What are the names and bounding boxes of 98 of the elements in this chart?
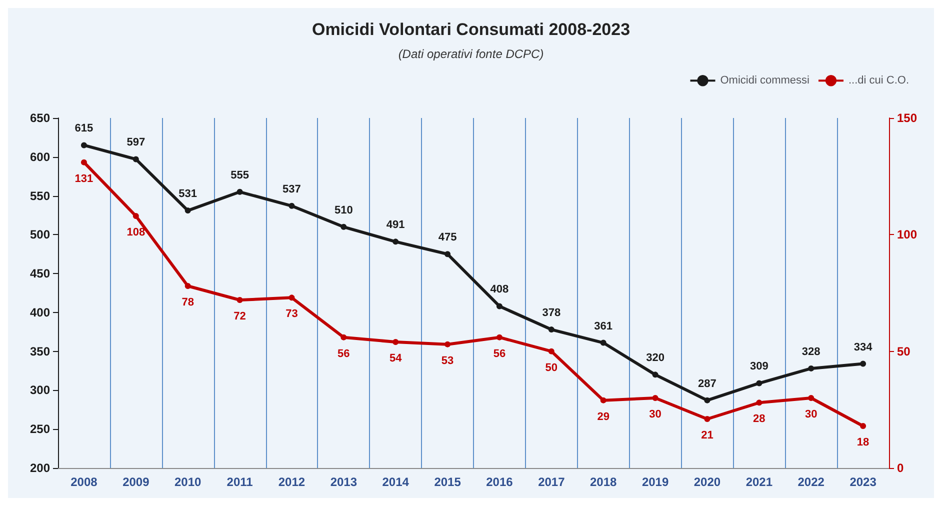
- data-label: 21: [701, 430, 714, 442]
- point: [496, 303, 502, 310]
- point: [652, 372, 658, 378]
- y-tick-label: 200: [30, 461, 50, 475]
- data-label: 29: [597, 410, 610, 423]
- data-label: 30: [649, 408, 662, 420]
- data-label: 72: [234, 310, 246, 322]
- point: [288, 294, 295, 301]
- y2-tick-label: 0: [897, 461, 904, 475]
- point: [184, 208, 191, 214]
- x-tick-label: 2010: [174, 475, 202, 489]
- chart-subtitle: (Dati operativi fonte DCPC): [398, 47, 544, 61]
- data-label: 30: [804, 408, 818, 420]
- point: [756, 380, 762, 386]
- data-label: 54: [389, 352, 403, 364]
- point: [132, 213, 139, 219]
- legend-label: Omicidi commessi: [720, 74, 810, 87]
- point: [184, 283, 191, 289]
- y-tick-label: 600: [30, 150, 50, 164]
- x-tick-label: 2021: [746, 475, 773, 489]
- legend-label: ...di cui C.O.: [848, 74, 910, 87]
- y2-tick-label: 50: [897, 344, 911, 358]
- y-tick-label: 300: [30, 383, 50, 398]
- point: [236, 188, 243, 195]
- data-label: 320: [646, 352, 664, 364]
- x-tick-label: 2013: [330, 475, 358, 489]
- x-tick-label: 2015: [434, 475, 462, 489]
- data-label: 537: [282, 183, 301, 196]
- point: [80, 159, 87, 166]
- data-label: 378: [542, 307, 561, 320]
- x-tick-label: 2017: [538, 475, 566, 489]
- y-tick-label: 250: [30, 422, 50, 436]
- data-label: 78: [182, 296, 194, 308]
- point: [600, 397, 606, 404]
- point: [808, 395, 814, 401]
- chart-title: Omicidi Volontari Consumati 2008-2023: [312, 20, 630, 39]
- x-tick-label: 2020: [694, 475, 721, 489]
- data-label: 73: [286, 308, 298, 320]
- x-tick-label: 2011: [226, 475, 254, 489]
- data-label: 597: [126, 136, 146, 149]
- point: [444, 251, 451, 258]
- data-label: 361: [594, 320, 613, 332]
- x-tick-label: 2016: [486, 475, 514, 489]
- y-tick-label: 550: [30, 188, 50, 203]
- y2-tick-label: 150: [897, 111, 918, 125]
- point: [496, 334, 502, 340]
- data-label: 131: [74, 172, 94, 185]
- point: [704, 416, 710, 422]
- x-tick-label: 2022: [798, 475, 825, 489]
- point: [132, 156, 139, 162]
- point: [652, 395, 658, 401]
- point: [600, 340, 606, 346]
- data-label: 491: [386, 219, 405, 232]
- data-label: 287: [698, 378, 716, 390]
- x-tick-label: 2009: [122, 475, 150, 489]
- x-tick-label: 2008: [70, 475, 98, 489]
- data-label: 309: [750, 360, 768, 373]
- x-tick-label: 2019: [642, 475, 669, 489]
- x-tick-label: 2023: [850, 475, 877, 489]
- point: [340, 334, 347, 340]
- data-label: 408: [490, 284, 509, 296]
- point: [860, 423, 866, 429]
- point: [548, 348, 554, 354]
- data-label: 555: [230, 169, 249, 182]
- data-label: 334: [854, 341, 874, 354]
- x-tick-label: 2018: [590, 475, 618, 489]
- x-tick-label: 2014: [382, 475, 410, 489]
- data-label: 615: [74, 122, 94, 135]
- x-tick-label: 2012: [278, 475, 306, 489]
- point: [392, 339, 399, 345]
- data-label: 18: [856, 436, 870, 448]
- data-label: 531: [178, 188, 198, 200]
- data-label: 28: [753, 413, 766, 426]
- point: [860, 360, 866, 367]
- y-tick-label: 400: [30, 305, 50, 320]
- point: [288, 202, 295, 209]
- point: [548, 326, 554, 333]
- y-tick-label: 650: [30, 111, 50, 125]
- y2-tick-label: 100: [897, 228, 918, 242]
- data-label: 50: [545, 362, 558, 374]
- y-tick-label: 350: [30, 344, 50, 358]
- data-label: 108: [126, 226, 146, 238]
- point: [340, 224, 347, 230]
- y-tick-label: 450: [30, 266, 50, 281]
- point: [808, 365, 814, 372]
- data-label: 510: [334, 204, 353, 216]
- data-label: 56: [493, 348, 506, 360]
- data-label: 328: [802, 346, 820, 358]
- data-label: 475: [438, 232, 457, 244]
- point: [704, 397, 710, 404]
- data-label: 53: [441, 354, 454, 367]
- point: [756, 400, 762, 406]
- point: [392, 238, 399, 245]
- y-tick-label: 500: [30, 228, 50, 242]
- point: [236, 297, 243, 303]
- data-label: 56: [338, 348, 350, 360]
- point: [444, 341, 451, 348]
- point: [80, 142, 87, 148]
